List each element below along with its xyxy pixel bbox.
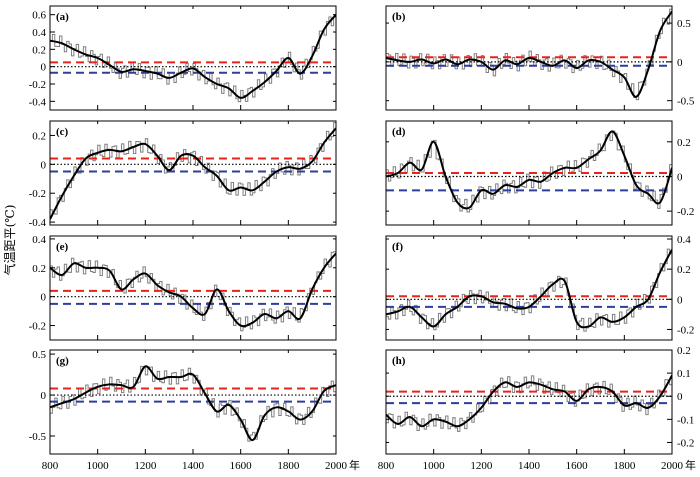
x-tick-label: 1200	[470, 460, 493, 472]
x-tick-label: 1800	[613, 460, 636, 472]
y-tick-label: -0.4	[29, 217, 47, 229]
panel-e: (e) 0.4 0.2 0 -0.2	[29, 234, 337, 341]
panel-h: (h) 0.2 0.1 0 -0.1 -0.2 800 1000 1200 1400 1600 180…	[378, 345, 696, 472]
y-tick-label: 0	[677, 57, 683, 69]
panel-label: (d)	[392, 126, 406, 138]
x-tick-label: 1400	[182, 460, 205, 472]
y-tick-label: 0.4	[677, 234, 691, 246]
y-tick-label: -0.2	[677, 324, 694, 336]
x-tick-label: 1000	[87, 460, 110, 472]
panel-label: (b)	[392, 11, 406, 23]
plot-area	[50, 365, 336, 442]
smoothed-series-line	[50, 127, 336, 220]
panel-a: (a) 0.6 0.4 0.2 0 -0.2 -0.4	[29, 5, 337, 111]
y-axis-label: 气温距平(℃)	[2, 205, 17, 276]
panel-frame	[49, 5, 337, 111]
decadal-series-line	[50, 365, 336, 442]
panel-d: (d) 0.2 0 -0.2	[385, 120, 694, 226]
y-tick-label: 0.6	[32, 10, 46, 22]
plot-area	[50, 122, 336, 220]
y-tick-label: -0.2	[29, 79, 46, 91]
y-tick-label: 0	[41, 292, 47, 304]
x-tick-label: 1600	[230, 460, 253, 472]
smoothed-series-line	[50, 252, 336, 328]
plot-area	[386, 248, 672, 332]
y-tick-label: -0.2	[29, 188, 46, 200]
decadal-series-line	[386, 8, 672, 101]
y-tick-label: 0	[677, 294, 683, 306]
panel-label: (h)	[392, 355, 406, 367]
y-tick-label: 0	[41, 159, 47, 171]
y-tick-label: 0.4	[32, 234, 46, 246]
panel-label: (g)	[56, 355, 69, 367]
x-tick-label: 800	[378, 460, 395, 472]
y-tick-label: -0.5	[677, 96, 695, 108]
panel-b: (b) 0.5 0 -0.5	[385, 5, 695, 111]
y-tick-label: 0.2	[677, 345, 691, 357]
x-tick-label: 1200	[134, 460, 157, 472]
decadal-series-line	[50, 122, 336, 215]
y-tick-label: 0	[41, 62, 47, 74]
decadal-series-line	[50, 251, 336, 332]
y-tick-label: 0.5	[32, 349, 46, 361]
plot-area	[386, 130, 672, 213]
smoothed-series-line	[386, 10, 672, 98]
y-tick-label: 0.2	[32, 263, 46, 275]
y-tick-label: 0.2	[32, 44, 46, 56]
y-tick-label: -0.2	[29, 321, 46, 333]
decadal-series-line	[386, 130, 672, 213]
x-tick-label: 1600	[566, 460, 589, 472]
panel-label: (c)	[56, 126, 69, 138]
y-tick-label: -0.4	[29, 96, 47, 108]
decadal-series-line	[50, 16, 336, 103]
panel-label: (f)	[392, 241, 403, 253]
panels-group: (a) 0.6 0.4 0.2 0 -0.2 -0.4 (b) 0.5 0 -0.5 (c) 0.2 0 -…	[29, 5, 696, 472]
panel-label: (a)	[56, 11, 69, 23]
x-tick-label: 800	[42, 460, 59, 472]
plot-area	[50, 251, 336, 332]
panel-frame	[49, 235, 337, 341]
y-tick-label: 0	[677, 391, 683, 403]
y-tick-label: -0.2	[677, 437, 694, 449]
y-tick-label: 0.5	[677, 18, 691, 30]
y-tick-label: 0	[41, 390, 47, 402]
y-tick-label: 0.2	[677, 264, 691, 276]
plot-area	[386, 8, 672, 101]
y-tick-label: 0.1	[677, 368, 691, 380]
panel-g: (g) 0.5 0 -0.5 800 1000 1200 1400 1600 1800 2000 年	[29, 349, 360, 472]
plot-area	[386, 374, 672, 432]
smoothed-series-line	[386, 374, 672, 428]
y-tick-label: -0.1	[677, 414, 694, 426]
x-unit-label: 年	[685, 458, 696, 472]
y-tick-label: 0	[677, 171, 683, 183]
y-tick-label: 0.2	[677, 137, 691, 149]
smoothed-series-line	[386, 130, 672, 210]
x-tick-label: 2000	[661, 460, 684, 472]
x-tick-label: 2000	[325, 460, 348, 472]
plot-area	[50, 14, 336, 103]
y-tick-label: 0.4	[32, 27, 46, 39]
decadal-series-line	[386, 248, 672, 332]
y-tick-label: 0.2	[32, 130, 46, 142]
decadal-series-line	[386, 375, 672, 432]
y-tick-label: -0.2	[677, 206, 694, 218]
y-tick-label: -0.5	[29, 431, 47, 443]
panel-label: (e)	[56, 241, 69, 253]
smoothed-series-line	[386, 249, 672, 329]
smoothed-series-line	[50, 365, 336, 442]
smoothed-series-line	[50, 14, 336, 99]
panel-f: (f) 0.4 0.2 0 -0.2	[385, 234, 694, 341]
x-tick-label: 1000	[423, 460, 446, 472]
x-unit-label: 年	[349, 458, 360, 472]
panel-c: (c) 0.2 0 -0.2 -0.4	[29, 120, 337, 229]
x-tick-label: 1400	[518, 460, 541, 472]
x-tick-label: 1800	[277, 460, 300, 472]
